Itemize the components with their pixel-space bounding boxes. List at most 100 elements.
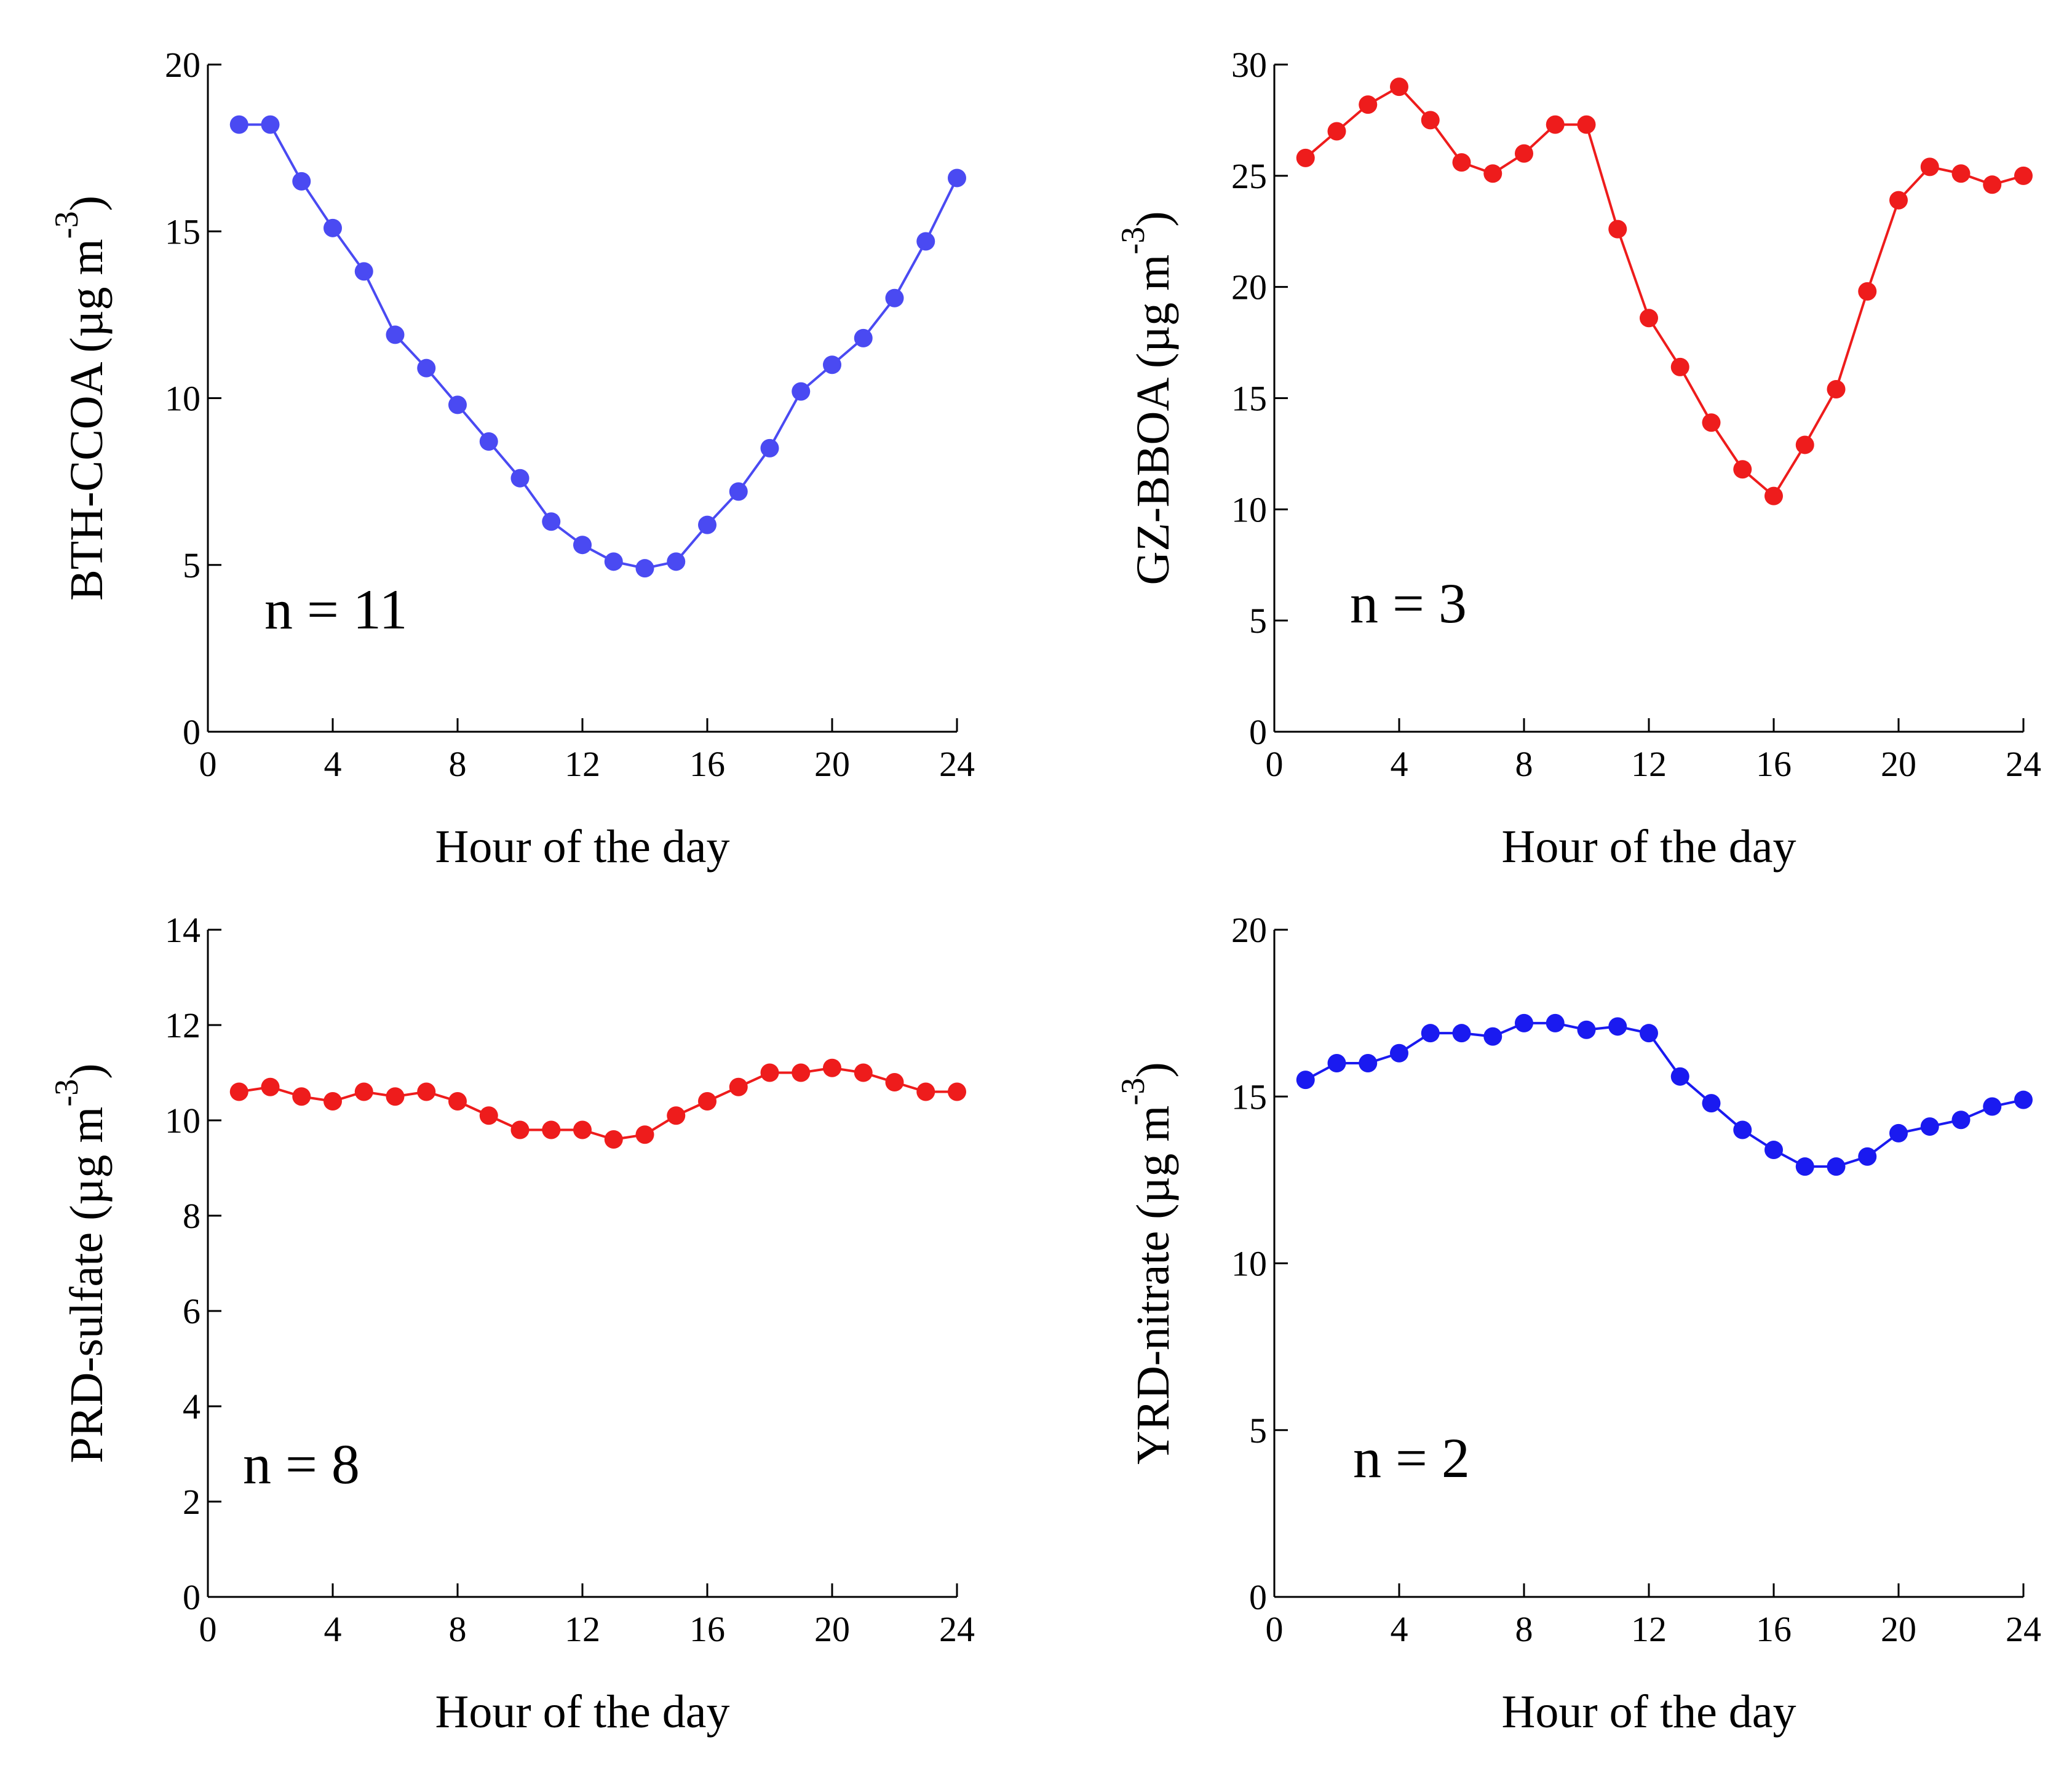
bth-y-axis-title-main: BTH-CCOA (µg m — [61, 239, 113, 600]
prd-data-point — [729, 1077, 748, 1096]
yrd-x-tick-label: 20 — [1881, 1609, 1916, 1649]
bth-y-tick-label: 15 — [165, 212, 200, 251]
prd-data-point — [324, 1092, 342, 1111]
prd-data-point — [667, 1106, 686, 1125]
prd-data-point — [573, 1120, 592, 1139]
gz-data-point — [1515, 144, 1533, 163]
bth-data-point — [854, 328, 873, 347]
prd-x-tick-label: 24 — [939, 1609, 975, 1649]
prd-data-point — [386, 1087, 405, 1106]
gz-data-point — [1390, 77, 1408, 97]
gz-data-point — [1983, 175, 2002, 194]
yrd-y-axis-title-close: ) — [1127, 1062, 1179, 1077]
yrd-x-tick-label: 16 — [1756, 1609, 1792, 1649]
yrd-data-point — [1640, 1024, 1658, 1043]
bth-y-axis-title-text: BTH-CCOA (µg m-3) — [48, 196, 113, 601]
gz-y-tick-label: 15 — [1231, 379, 1267, 419]
prd-x-tick-label: 20 — [814, 1609, 850, 1649]
gz-y-tick-label: 10 — [1231, 489, 1267, 529]
yrd-data-point — [1452, 1024, 1471, 1043]
gz-data-point — [1827, 380, 1846, 399]
yrd-y-tick-label: 0 — [1249, 1577, 1267, 1617]
gz-x-tick-label: 0 — [1266, 744, 1284, 784]
bth-data-point — [948, 168, 966, 188]
prd-data-point — [354, 1082, 373, 1101]
yrd-data-point — [1390, 1043, 1408, 1063]
prd-data-point — [510, 1120, 530, 1139]
gz-data-point — [1670, 357, 1689, 376]
prd-data-point — [916, 1082, 935, 1101]
yrd-data-point — [1733, 1120, 1752, 1139]
yrd-y-tick-label: 15 — [1231, 1077, 1267, 1117]
bth-data-point — [823, 355, 841, 374]
prd-data-point — [948, 1082, 966, 1101]
yrd-data-point — [1889, 1123, 1908, 1142]
bth-y-tick-label: 20 — [165, 45, 200, 85]
yrd-x-axis-title: Hour of the day — [1501, 1686, 1796, 1738]
bth-data-point — [604, 552, 623, 571]
prd-data-point — [479, 1106, 498, 1125]
gz-data-point — [1702, 413, 1721, 432]
gz-x-tick-label: 24 — [2006, 744, 2041, 784]
gz-y-axis-title-main: GZ-BBOA (µg m — [1127, 255, 1179, 585]
gz-sample-count: n = 3 — [1350, 572, 1467, 635]
bth-y-tick-label: 0 — [183, 712, 200, 752]
bth-y-tick-label: 5 — [183, 545, 200, 585]
prd-y-tick-label: 8 — [183, 1196, 200, 1236]
prd-data-point — [792, 1063, 811, 1082]
yrd-y-axis-title-main: YRD-nitrate (µg m — [1127, 1106, 1179, 1465]
bth-data-point — [229, 115, 248, 134]
bth-data-point — [760, 438, 779, 457]
bth-x-axis-title: Hour of the day — [435, 821, 729, 873]
prd-data-point — [635, 1125, 654, 1144]
prd-data-point — [292, 1087, 311, 1106]
prd-y-tick-label: 10 — [165, 1101, 200, 1141]
gz-data-point — [1640, 309, 1658, 328]
yrd-data-point — [1670, 1067, 1689, 1086]
bth-data-point — [635, 559, 654, 578]
yrd-y-tick-label: 5 — [1249, 1411, 1267, 1451]
prd-x-axis-title: Hour of the day — [435, 1686, 729, 1738]
prd-y-axis-title-close: ) — [61, 1063, 113, 1079]
bth-y-axis-title-close: ) — [61, 196, 113, 211]
gz-data-point — [1296, 148, 1315, 167]
bth-data-point — [324, 218, 342, 237]
gz-data-point — [1951, 164, 1971, 183]
yrd-data-point — [1795, 1157, 1814, 1176]
yrd-data-point — [1920, 1117, 1939, 1136]
gz-y-axis-title-close: ) — [1127, 211, 1179, 226]
prd-y-tick-label: 12 — [165, 1005, 200, 1045]
gz-y-tick-label: 25 — [1231, 156, 1267, 196]
prd-data-point — [229, 1082, 248, 1101]
gz-chart: 0 4 8 12 16 20 24 0 5 10 15 20 25 30 Hour of the day GZ… — [1114, 45, 2041, 873]
bth-data-point — [261, 115, 280, 134]
prd-data-point — [760, 1063, 779, 1082]
yrd-data-point — [1764, 1141, 1783, 1160]
yrd-chart: 0 4 8 12 16 20 24 0 5 10 15 20 Hour of the day YRD-ni… — [1114, 910, 2041, 1738]
prd-data-point — [604, 1130, 623, 1149]
yrd-data-point — [1421, 1024, 1440, 1043]
gz-data-point — [1858, 282, 1877, 301]
yrd-data-point — [1577, 1020, 1596, 1039]
prd-data-point — [542, 1120, 561, 1139]
yrd-data-point — [1827, 1157, 1846, 1176]
gz-data-point — [1577, 115, 1596, 134]
yrd-data-point — [1546, 1013, 1565, 1032]
gz-data-point — [1920, 157, 1939, 176]
bth-y-axis-title: BTH-CCOA (µg m-3) — [48, 196, 113, 601]
bth-x-tick-label: 24 — [939, 744, 975, 784]
prd-y-tick-label: 0 — [183, 1577, 200, 1617]
prd-x-tick-label: 0 — [199, 1609, 217, 1649]
yrd-data-point — [1983, 1097, 2002, 1116]
gz-x-axis-title: Hour of the day — [1501, 821, 1796, 873]
yrd-data-point — [1608, 1017, 1627, 1036]
prd-data-point — [448, 1092, 467, 1111]
yrd-data-point — [1483, 1027, 1502, 1046]
yrd-y-axis-title-sup: -3 — [1114, 1078, 1151, 1106]
gz-data-point — [1733, 460, 1752, 479]
gz-y-tick-label: 5 — [1249, 601, 1267, 641]
prd-sample-count: n = 8 — [243, 1433, 360, 1495]
